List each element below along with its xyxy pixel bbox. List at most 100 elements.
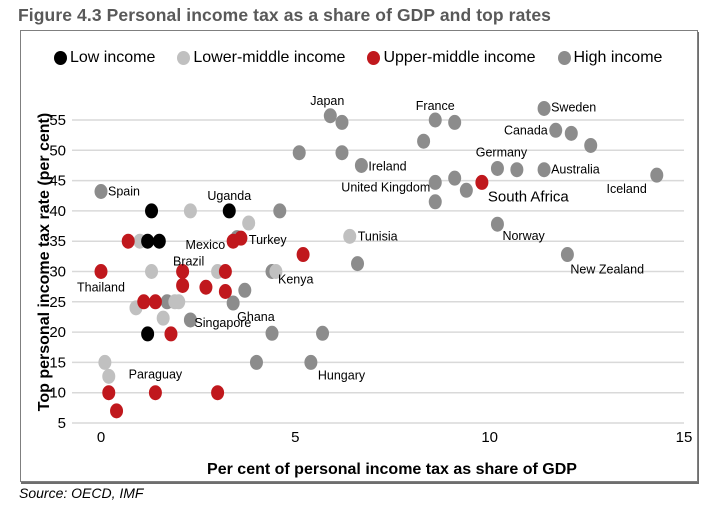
data-point-high-income bbox=[549, 122, 563, 138]
data-point-high-income bbox=[226, 295, 240, 311]
data-point-high-income bbox=[490, 160, 504, 176]
point-label: France bbox=[416, 99, 455, 113]
data-point-upper-middle-income bbox=[94, 264, 108, 279]
y-tick-label: 15 bbox=[49, 354, 66, 371]
point-label: Hungary bbox=[318, 368, 366, 382]
data-point-high-income bbox=[183, 312, 197, 328]
figure-source: Source: OECD, IMF bbox=[19, 485, 144, 501]
legend-label: Low income bbox=[70, 49, 156, 66]
point-label: Iceland bbox=[606, 182, 646, 196]
data-point-high-income bbox=[564, 125, 578, 141]
point-label: United Kingdom bbox=[341, 180, 430, 194]
legend-marker-icon bbox=[177, 51, 191, 65]
x-tick-label: 0 bbox=[97, 429, 105, 446]
figure-title: Figure 4.3 Personal income tax as a shar… bbox=[18, 5, 552, 25]
data-point-low-income bbox=[145, 203, 159, 219]
y-axis-title: Top personal income tax rate (per cent) bbox=[36, 113, 53, 411]
data-point-low-income bbox=[141, 233, 155, 249]
data-point-high-income bbox=[94, 184, 108, 200]
x-axis-title: Per cent of personal income tax as share… bbox=[207, 461, 577, 478]
legend-item-upper-middle-income: Upper-middle income bbox=[367, 49, 536, 67]
data-point-upper-middle-income bbox=[176, 277, 190, 293]
data-point-lower-middle-income bbox=[98, 354, 112, 370]
data-point-high-income bbox=[323, 108, 337, 124]
point-label: Norway bbox=[502, 229, 545, 243]
data-point-high-income bbox=[560, 247, 574, 263]
legend-label: Lower-middle income bbox=[193, 49, 346, 66]
data-points bbox=[94, 100, 664, 419]
legend-item-low-income: Low income bbox=[54, 49, 155, 67]
point-label: Japan bbox=[310, 94, 344, 108]
y-tick-label: 45 bbox=[49, 173, 66, 190]
point-label: Singapore bbox=[194, 316, 251, 330]
point-label: Germany bbox=[476, 145, 528, 159]
data-point-low-income bbox=[152, 233, 166, 249]
data-point-high-income bbox=[316, 325, 330, 341]
data-point-lower-middle-income bbox=[242, 215, 256, 231]
legend-marker-icon bbox=[367, 51, 381, 65]
y-tick-label: 5 bbox=[58, 415, 66, 432]
data-point-upper-middle-income bbox=[110, 403, 124, 419]
data-point-lower-middle-income bbox=[343, 228, 357, 244]
data-point-high-income bbox=[273, 203, 287, 219]
data-point-upper-middle-income bbox=[137, 294, 151, 310]
point-label: Brazil bbox=[173, 255, 204, 269]
data-point-high-income bbox=[510, 162, 524, 178]
data-point-lower-middle-income bbox=[102, 368, 116, 384]
data-point-upper-middle-income bbox=[121, 233, 135, 249]
y-tick-label: 20 bbox=[49, 324, 66, 341]
legend-marker-icon bbox=[557, 51, 571, 65]
data-point-high-income bbox=[537, 100, 551, 116]
point-label: New Zealand bbox=[570, 263, 644, 277]
x-tick-label: 15 bbox=[676, 429, 693, 446]
y-tick-label: 25 bbox=[49, 294, 66, 311]
data-point-high-income bbox=[584, 137, 598, 153]
data-point-high-income bbox=[448, 170, 462, 186]
point-label: Australia bbox=[551, 163, 600, 177]
point-label: Mexico bbox=[186, 238, 226, 252]
y-tick-label: 50 bbox=[49, 142, 66, 159]
x-tick-label: 10 bbox=[481, 429, 498, 446]
data-point-upper-middle-income bbox=[296, 247, 310, 263]
data-point-high-income bbox=[249, 354, 263, 370]
data-point-high-income bbox=[292, 145, 306, 161]
data-point-upper-middle-income bbox=[148, 294, 162, 310]
data-point-high-income bbox=[490, 216, 504, 232]
data-point-low-income bbox=[141, 326, 155, 342]
point-label: Spain bbox=[108, 185, 140, 199]
data-point-high-income bbox=[351, 256, 365, 272]
y-tick-label: 55 bbox=[49, 112, 66, 129]
data-point-high-income bbox=[304, 354, 318, 370]
data-point-upper-middle-income bbox=[199, 279, 213, 295]
legend-label: Upper-middle income bbox=[383, 49, 536, 66]
data-point-high-income bbox=[448, 114, 462, 130]
data-point-lower-middle-income bbox=[183, 203, 197, 219]
point-label: Ghana bbox=[237, 310, 275, 324]
data-point-high-income bbox=[428, 112, 442, 128]
data-point-high-income bbox=[428, 194, 442, 210]
legend-label: High income bbox=[573, 49, 663, 66]
data-point-upper-middle-income bbox=[475, 174, 489, 190]
data-point-upper-middle-income bbox=[164, 326, 178, 342]
data-point-high-income bbox=[354, 157, 368, 173]
data-point-upper-middle-income bbox=[211, 385, 225, 401]
data-point-lower-middle-income bbox=[269, 264, 283, 279]
data-point-high-income bbox=[459, 182, 473, 198]
point-label: Paraguay bbox=[129, 368, 183, 382]
data-point-high-income bbox=[417, 133, 431, 149]
point-label: Thailand bbox=[77, 281, 125, 295]
point-label: Kenya bbox=[278, 273, 313, 287]
data-point-lower-middle-income bbox=[145, 264, 159, 279]
gridlines bbox=[72, 119, 684, 424]
data-point-upper-middle-income bbox=[218, 283, 232, 299]
chart-legend: Low income Lower-middle income Upper-mid… bbox=[54, 46, 684, 70]
y-tick-label: 10 bbox=[49, 385, 66, 402]
data-point-high-income bbox=[650, 167, 664, 183]
data-point-upper-middle-income bbox=[176, 264, 190, 279]
point-label: Uganda bbox=[207, 189, 251, 203]
y-axis-ticks: 5 10 15 20 25 30 35 40 45 50 55 bbox=[49, 112, 66, 432]
point-label: Tunisia bbox=[358, 229, 398, 243]
legend-item-high-income: High income bbox=[557, 49, 663, 67]
